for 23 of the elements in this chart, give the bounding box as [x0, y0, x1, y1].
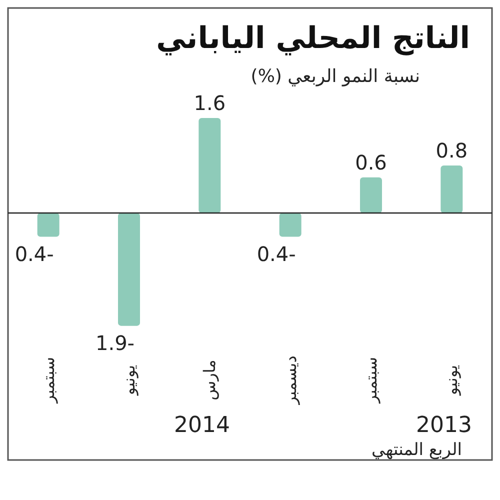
bar: [118, 213, 140, 326]
bar: [440, 166, 463, 213]
bar: [37, 213, 60, 237]
x-tick-label: سبتمبر: [362, 357, 380, 404]
chart-title: الناتج المحلي الياباني: [156, 21, 470, 56]
data-label: 0.6: [355, 150, 387, 174]
text: 2013: [416, 413, 472, 438]
data-label: 1.6: [194, 91, 226, 115]
chart-subtitle: نسبة النمو الربعي (%): [250, 66, 420, 87]
text: 2014: [174, 413, 230, 438]
x-axis-title: الربع المنتهي: [372, 440, 462, 460]
bar: [279, 213, 302, 237]
data-label: -0.4: [14, 242, 54, 266]
bar: [198, 118, 221, 213]
data-label: 0.8: [436, 138, 468, 162]
data-label: -1.9: [95, 330, 135, 355]
x-tick-label: ديسمبر: [280, 356, 300, 406]
x-tick-label: مارس: [200, 360, 220, 400]
x-tick-label: يونيو: [120, 364, 138, 396]
x-tick-label: يونيو: [442, 364, 462, 396]
x-tick-label: سبتمبر: [38, 357, 58, 404]
data-label: -0.4: [256, 242, 296, 266]
bar: [360, 177, 382, 213]
